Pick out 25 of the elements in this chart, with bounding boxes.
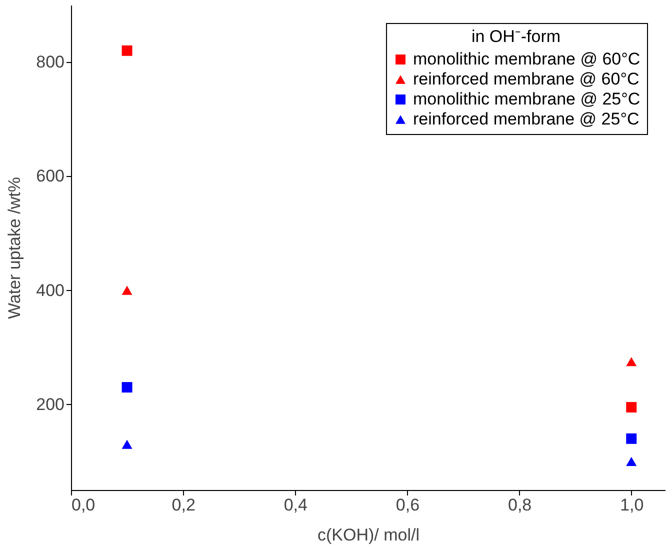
point bbox=[626, 456, 637, 466]
x-axis-title: c(KOH)/ mol/l bbox=[318, 526, 420, 544]
y-tick-label: 600 bbox=[36, 166, 64, 186]
x-tick-label: 0,8 bbox=[508, 496, 532, 514]
y-tick-label: 400 bbox=[36, 280, 64, 300]
y-tick-label: 200 bbox=[36, 394, 64, 414]
legend-label: monolithic membrane @ 60°C bbox=[413, 50, 640, 68]
y-tick-label: 800 bbox=[36, 52, 64, 72]
x-tick-label: 0,2 bbox=[172, 496, 196, 514]
legend-label: reinforced membrane @ 25°C bbox=[413, 110, 640, 128]
x-tick-label: 1,0 bbox=[620, 496, 644, 514]
x-tick-label: 0,0 bbox=[72, 496, 96, 514]
point bbox=[122, 45, 132, 56]
point bbox=[626, 433, 637, 444]
point bbox=[122, 382, 132, 393]
x-tick-label: 0,6 bbox=[396, 496, 420, 514]
x-tick-label: 0,4 bbox=[284, 496, 308, 514]
legend-label: monolithic membrane @ 25°C bbox=[413, 90, 640, 108]
point bbox=[122, 286, 132, 295]
point bbox=[626, 402, 637, 413]
point bbox=[626, 357, 637, 366]
legend-title: in OH⁻-form bbox=[471, 27, 561, 46]
legend-label: reinforced membrane @ 60°C bbox=[413, 70, 640, 88]
y-axis-title: Water uptake /wt% bbox=[5, 176, 24, 320]
point bbox=[122, 440, 132, 449]
